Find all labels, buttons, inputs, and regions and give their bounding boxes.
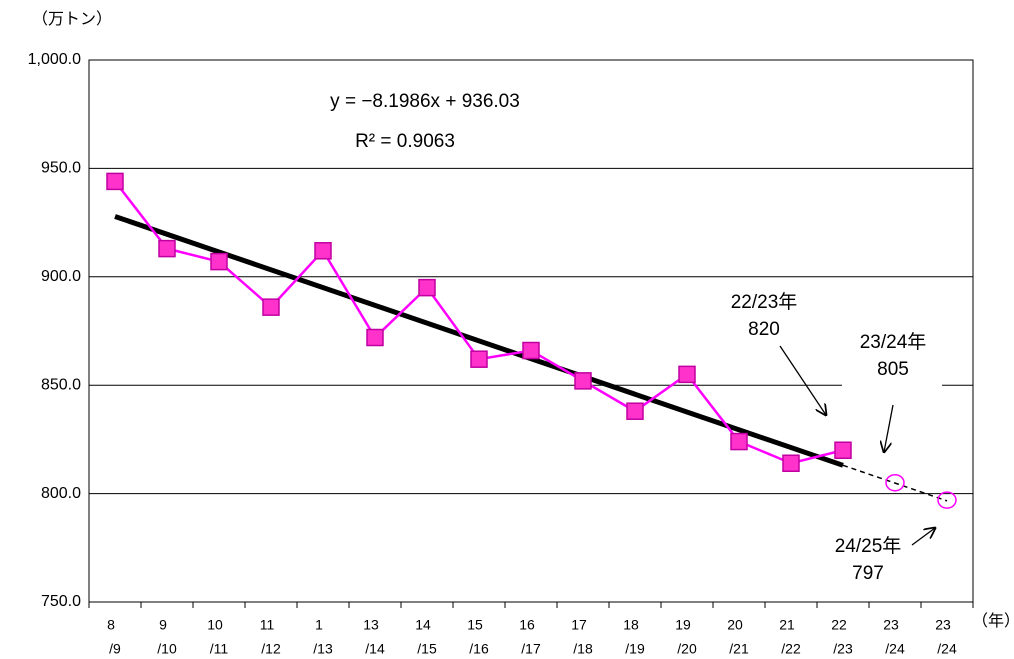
data-point bbox=[366, 328, 384, 347]
x-tick-label: 15 bbox=[467, 617, 483, 633]
x-tick-label: /19 bbox=[625, 641, 645, 657]
data-point bbox=[314, 242, 332, 260]
forecast-point bbox=[937, 491, 957, 509]
y-tick-label: 950.0 bbox=[41, 160, 81, 177]
x-tick-label: 21 bbox=[779, 617, 795, 633]
trend-line bbox=[114, 214, 844, 468]
y-tick-label: 800.0 bbox=[41, 485, 81, 502]
trend-equation: y = −8.1986x + 936.03 bbox=[330, 91, 520, 112]
x-tick-label: /11 bbox=[210, 641, 229, 657]
x-tick-label: 23 bbox=[883, 617, 899, 633]
data-point bbox=[678, 365, 696, 384]
x-tick-label: 1 bbox=[315, 617, 323, 633]
x-unit: （年） bbox=[972, 612, 1014, 630]
data-point bbox=[106, 172, 124, 191]
data-point bbox=[574, 372, 592, 390]
x-tick-label: /15 bbox=[417, 641, 437, 657]
x-tick-label: 11 bbox=[260, 617, 275, 633]
data-point bbox=[158, 239, 176, 258]
annotation-text: 23/24年 bbox=[860, 331, 927, 353]
x-tick-label: /23 bbox=[833, 641, 853, 657]
data-point bbox=[522, 341, 540, 360]
r-squared: R² = 0.9063 bbox=[355, 131, 455, 152]
x-tick-label: /18 bbox=[573, 641, 593, 657]
x-tick-label: /12 bbox=[261, 641, 281, 657]
data-point bbox=[262, 298, 280, 316]
x-tick-label: 8 bbox=[107, 617, 115, 633]
data-point bbox=[626, 402, 644, 420]
x-tick-label: 13 bbox=[363, 617, 379, 633]
y-tick-label: 850.0 bbox=[41, 376, 81, 393]
forecast-point bbox=[885, 474, 905, 492]
data-point bbox=[834, 441, 852, 459]
label-background bbox=[842, 372, 942, 396]
x-tick-label: 16 bbox=[519, 617, 535, 633]
x-tick-label: /24 bbox=[885, 641, 905, 657]
y-tick-label: 900.0 bbox=[41, 268, 81, 285]
data-point bbox=[782, 454, 800, 472]
y-unit: （万トン） bbox=[32, 10, 112, 28]
annotation-arrow bbox=[884, 404, 894, 452]
trend-extension bbox=[842, 464, 948, 502]
x-tick-label: /20 bbox=[677, 641, 697, 657]
x-tick-label: /21 bbox=[729, 641, 749, 657]
x-tick-label: 18 bbox=[623, 617, 639, 633]
x-tick-label: 20 bbox=[727, 617, 743, 633]
x-tick-label: /17 bbox=[521, 641, 541, 657]
data-point bbox=[730, 432, 748, 451]
x-tick-label: 19 bbox=[675, 617, 691, 633]
annotation-arrow bbox=[779, 345, 826, 415]
x-tick-label: /9 bbox=[109, 641, 121, 657]
x-tick-label: /14 bbox=[365, 641, 385, 657]
x-tick-label: 9 bbox=[159, 617, 167, 633]
x-tick-label: /10 bbox=[157, 641, 177, 657]
y-tick-label: 750.0 bbox=[41, 593, 81, 610]
y-tick-label: 1,000.0 bbox=[28, 51, 81, 68]
x-tick-label: 14 bbox=[415, 617, 431, 633]
annotation-text: 24/25年 bbox=[835, 535, 902, 557]
x-tick-label: /22 bbox=[781, 641, 801, 657]
x-tick-label: /13 bbox=[313, 641, 333, 657]
x-tick-label: 10 bbox=[207, 617, 223, 633]
x-tick-label: 23 bbox=[935, 617, 951, 633]
annotation-arrow bbox=[911, 528, 935, 546]
x-tick-label: 22 bbox=[831, 617, 847, 633]
x-tick-label: /16 bbox=[469, 641, 489, 657]
annotation-text: 22/23年 bbox=[731, 291, 798, 313]
x-tick-label: 17 bbox=[571, 617, 587, 633]
data-point bbox=[470, 350, 488, 368]
annotation-text: 805 bbox=[877, 359, 909, 380]
annotation-text: 797 bbox=[852, 563, 884, 584]
plot-frame bbox=[88, 59, 974, 603]
data-point bbox=[210, 252, 228, 271]
data-point bbox=[418, 278, 436, 297]
x-tick-label: /24 bbox=[937, 641, 957, 657]
annotation-text: 820 bbox=[748, 319, 780, 340]
